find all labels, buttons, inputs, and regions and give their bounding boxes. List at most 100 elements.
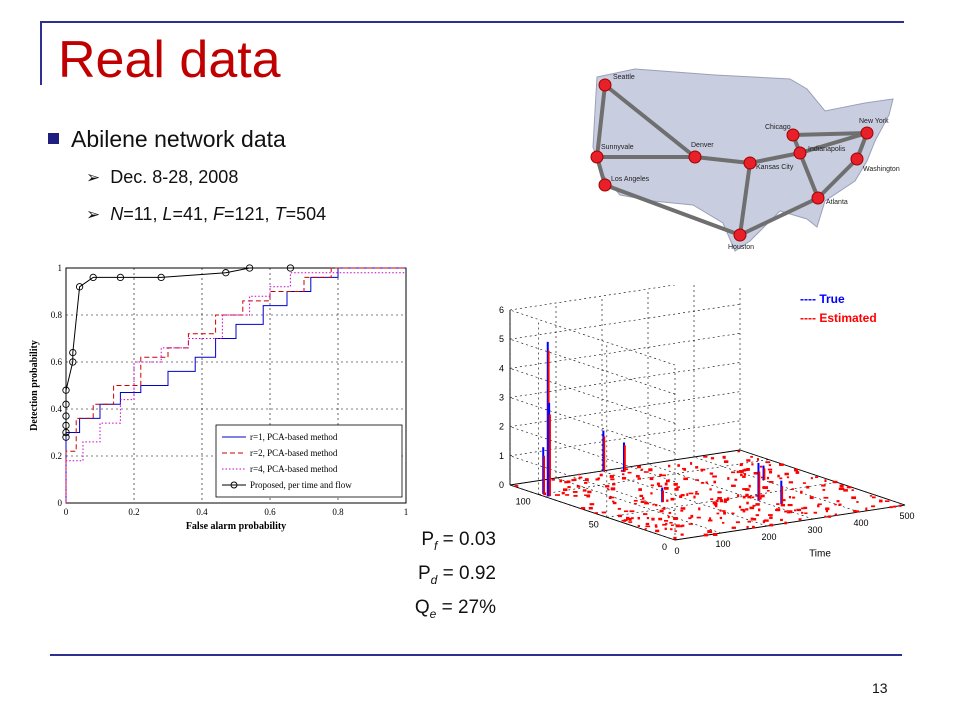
- estimated-noise-mark: [755, 503, 760, 506]
- estimated-noise-mark: [597, 477, 601, 480]
- anomaly-3d-chart-svg: 0 1 2 3 4 5 6 0 100 200 300 400 500 0 50 100 Time ---- Tr…: [499, 274, 915, 560]
- estimated-noise-mark: [627, 471, 632, 474]
- estimated-noise-mark: [612, 483, 616, 486]
- estimated-noise-mark: [670, 524, 674, 526]
- estimated-noise-mark: [731, 471, 736, 474]
- estimated-noise-mark: [584, 478, 589, 482]
- estimated-noise-mark: [680, 533, 684, 536]
- estimated-noise-mark: [584, 494, 589, 497]
- estimated-noise-mark: [806, 485, 810, 489]
- estimated-noise-mark: [737, 450, 741, 453]
- legend-label: ---- Estimated: [800, 311, 877, 325]
- estimated-noise-mark: [675, 524, 680, 528]
- roc-proposed-point: [245, 264, 254, 272]
- estimated-noise-mark: [746, 468, 750, 471]
- estimated-noise-mark: [713, 480, 717, 484]
- estimated-noise-mark: [824, 515, 827, 518]
- estimated-noise-mark: [784, 510, 788, 513]
- estimated-noise-mark: [681, 524, 685, 527]
- square-bullet-icon: [48, 133, 59, 144]
- grid-back-wall: [509, 303, 741, 340]
- roc-y-tick-label: 0.2: [51, 451, 62, 461]
- estimated-noise-mark: [612, 500, 615, 503]
- estimated-noise-mark: [700, 482, 705, 484]
- estimated-noise-mark: [832, 480, 838, 484]
- estimated-noise-mark: [628, 521, 633, 523]
- estimated-noise-mark: [683, 477, 689, 481]
- estimated-noise-mark: [662, 523, 667, 526]
- estimated-noise-mark: [765, 461, 771, 464]
- estimated-noise-mark: [743, 473, 747, 476]
- city-node: [598, 78, 612, 92]
- estimated-noise-mark: [781, 499, 786, 502]
- estimated-noise-mark: [776, 508, 781, 512]
- estimated-noise-mark: [564, 481, 569, 484]
- estimated-noise-mark: [617, 514, 622, 518]
- estimated-noise-mark: [588, 506, 593, 510]
- dim-l-label: L: [162, 204, 173, 224]
- grid-floor: [555, 477, 722, 534]
- estimated-noise-mark: [696, 516, 701, 519]
- estimated-noise-mark: [717, 497, 722, 500]
- estimated-noise-mark: [846, 486, 852, 489]
- estimated-noise-mark: [705, 481, 708, 484]
- roc-y-tick-label: 0.4: [51, 404, 63, 414]
- estimated-noise-mark: [786, 511, 790, 514]
- estimated-noise-mark: [792, 496, 796, 499]
- estimated-noise-mark: [637, 477, 641, 480]
- network-link: [799, 131, 868, 155]
- estimated-noise-mark: [787, 503, 793, 507]
- estimated-noise-mark: [801, 507, 806, 510]
- estimated-noise-mark: [851, 496, 857, 500]
- city-node: [598, 178, 612, 192]
- estimated-noise-mark: [869, 495, 873, 497]
- metric-pd: Pd = 0.92: [417, 562, 496, 587]
- city-label: Seattle: [613, 74, 635, 81]
- estimated-noise-mark: [746, 501, 749, 505]
- estimated-noise-mark: [682, 467, 685, 470]
- roc-x-axis-label: False alarm probability: [186, 521, 286, 532]
- estimated-noise-mark: [670, 497, 675, 501]
- city-node: [590, 150, 604, 164]
- estimated-noise-mark: [601, 511, 607, 514]
- estimated-noise-mark: [716, 499, 719, 503]
- z-tick-label: 6: [499, 305, 504, 315]
- estimated-noise-mark: [780, 518, 783, 522]
- time-tick-label: 200: [761, 532, 776, 542]
- dim-f-label: F: [213, 204, 225, 224]
- estimated-noise-mark: [594, 512, 599, 514]
- estimated-noise-mark: [674, 530, 678, 532]
- estimated-noise-mark: [734, 478, 738, 481]
- network-link: [798, 152, 820, 199]
- legend-label: ---- True: [800, 292, 845, 306]
- estimated-noise-mark: [884, 500, 890, 503]
- estimated-noise-mark: [571, 479, 575, 482]
- estimated-noise-mark: [683, 468, 687, 471]
- estimated-noise-mark: [776, 503, 780, 505]
- sub-bullet-dates-text: Dec. 8-28, 2008: [110, 167, 239, 187]
- estimated-noise-mark: [662, 507, 666, 510]
- estimated-noise-mark: [608, 496, 612, 500]
- estimated-noise-mark: [723, 511, 727, 515]
- estimated-noise-mark: [784, 521, 787, 525]
- estimated-noise-mark: [680, 525, 683, 528]
- estimated-noise-mark: [695, 466, 699, 469]
- roc-proposed-point: [89, 273, 97, 282]
- estimated-noise-mark: [579, 476, 583, 479]
- estimated-noise-mark: [769, 523, 774, 527]
- city-label: Los Angeles: [611, 176, 650, 183]
- estimated-noise-mark: [656, 482, 660, 486]
- estimated-noise-mark: [612, 501, 617, 505]
- dim-l-value: =41,: [172, 204, 214, 224]
- estimated-noise-mark: [572, 490, 578, 493]
- estimated-noise-mark: [652, 503, 655, 506]
- estimated-noise-mark: [673, 517, 678, 520]
- estimated-noise-mark: [610, 487, 616, 491]
- estimated-noise-mark: [762, 520, 766, 524]
- estimated-noise-mark: [719, 499, 724, 503]
- estimated-noise-mark: [680, 509, 684, 512]
- city-node: [743, 156, 757, 170]
- estimated-noise-mark: [838, 487, 843, 491]
- estimated-noise-mark: [739, 470, 744, 473]
- estimated-noise-mark: [740, 473, 743, 477]
